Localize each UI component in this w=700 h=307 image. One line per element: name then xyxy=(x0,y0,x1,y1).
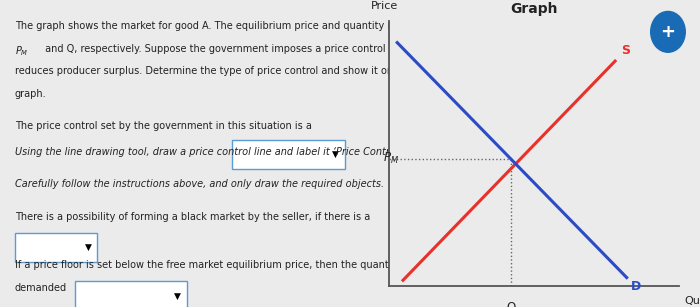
FancyBboxPatch shape xyxy=(15,233,97,262)
Text: If a price floor is set below the free market equilibrium price, then the quanti: If a price floor is set below the free m… xyxy=(15,260,401,270)
Text: Carefully follow the instructions above, and only draw the required objects.: Carefully follow the instructions above,… xyxy=(15,180,384,189)
Text: Price: Price xyxy=(371,1,398,11)
Text: D: D xyxy=(631,280,641,293)
Text: demanded: demanded xyxy=(15,282,67,293)
Text: Quantity: Quantity xyxy=(685,296,700,306)
Text: Using the line drawing tool, draw a price control line and label it ‘Price Contr: Using the line drawing tool, draw a pric… xyxy=(15,147,405,157)
FancyBboxPatch shape xyxy=(75,282,188,307)
Text: There is a possibility of forming a black market by the seller, if there is a: There is a possibility of forming a blac… xyxy=(15,212,370,222)
Text: ▼: ▼ xyxy=(85,243,92,252)
Text: The graph shows the market for good A. The equilibrium price and quantity is: The graph shows the market for good A. T… xyxy=(15,21,395,32)
Text: Graph: Graph xyxy=(510,2,557,16)
Text: ▼: ▼ xyxy=(332,150,339,159)
FancyBboxPatch shape xyxy=(232,140,344,169)
Text: $P_M$: $P_M$ xyxy=(384,151,399,166)
Text: ▼: ▼ xyxy=(174,292,181,301)
Text: graph.: graph. xyxy=(15,89,47,99)
Text: and Q, respectively. Suppose the government imposes a price control that: and Q, respectively. Suppose the governm… xyxy=(42,44,409,54)
Text: S: S xyxy=(621,44,630,57)
Text: The price control set by the government in this situation is a: The price control set by the government … xyxy=(15,121,312,131)
Text: reduces producer surplus. Determine the type of price control and show it on the: reduces producer surplus. Determine the … xyxy=(15,66,412,76)
Text: Q: Q xyxy=(506,300,515,307)
Text: $P_M$: $P_M$ xyxy=(15,44,29,58)
Text: +: + xyxy=(661,23,676,41)
Circle shape xyxy=(651,11,685,52)
